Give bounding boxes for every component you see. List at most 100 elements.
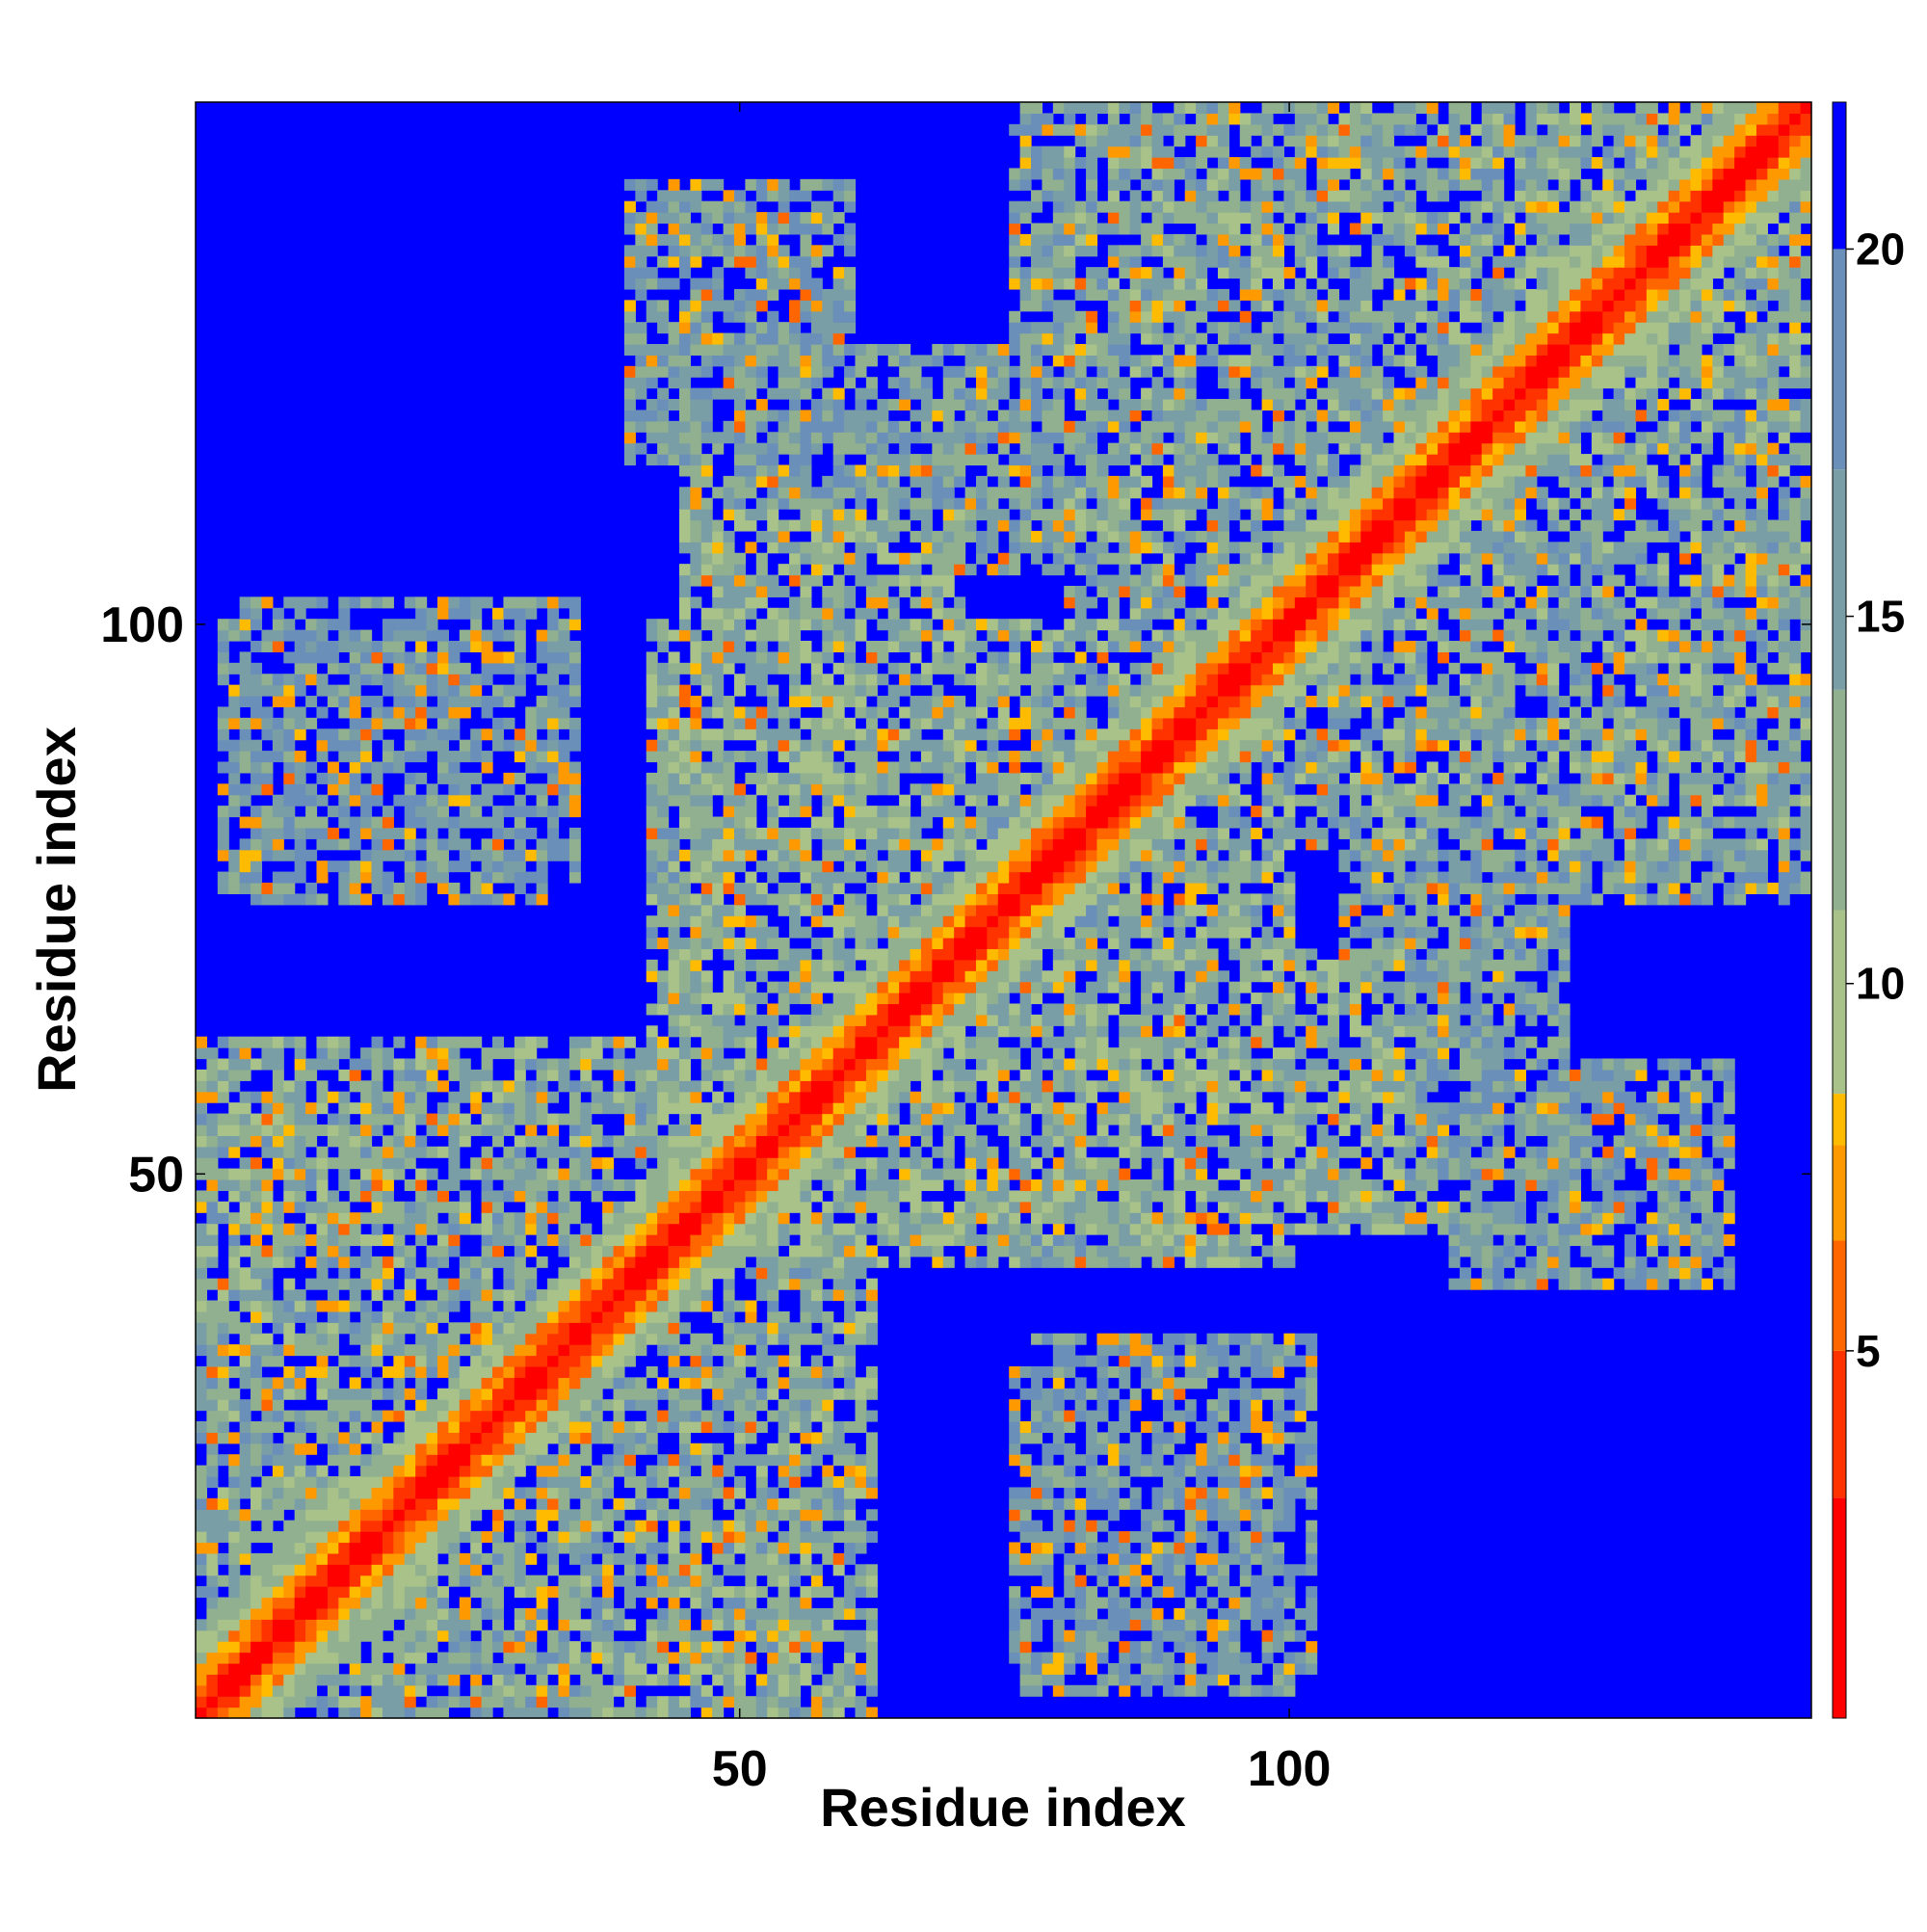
heatmap-cell — [767, 178, 779, 191]
heatmap-cell — [855, 1542, 867, 1554]
heatmap-cell — [844, 1003, 857, 1016]
heatmap-cell — [844, 1080, 857, 1093]
heatmap-cell — [623, 1531, 636, 1544]
heatmap-cell — [251, 1641, 263, 1654]
heatmap-cell — [700, 882, 713, 894]
heatmap-cell — [678, 1047, 691, 1060]
heatmap-cell — [436, 696, 449, 708]
heatmap-cell — [261, 596, 274, 609]
heatmap-cell — [789, 1476, 802, 1489]
heatmap-cell — [778, 1586, 790, 1599]
heatmap-cell — [767, 1113, 779, 1125]
heatmap-cell — [514, 1135, 526, 1148]
heatmap-cell — [514, 1047, 526, 1060]
heatmap-cell — [360, 1454, 373, 1467]
heatmap-cell — [635, 377, 647, 389]
heatmap-cell — [360, 1113, 373, 1125]
heatmap-cell — [767, 1619, 779, 1631]
heatmap-cell — [305, 893, 318, 906]
heatmap-cell — [832, 1442, 845, 1455]
heatmap-cell — [778, 387, 790, 400]
heatmap-cell — [514, 1684, 526, 1697]
heatmap-cell — [700, 1025, 713, 1038]
heatmap-cell — [678, 1652, 691, 1664]
heatmap-cell — [755, 1674, 768, 1686]
heatmap-cell — [228, 1289, 241, 1302]
heatmap-cell — [800, 255, 812, 268]
heatmap-cell — [426, 1190, 438, 1203]
heatmap-cell — [822, 178, 834, 191]
heatmap-cell — [613, 1674, 625, 1686]
heatmap-cell — [393, 1597, 406, 1609]
heatmap-cell — [338, 1586, 351, 1599]
heatmap-cell — [613, 1641, 625, 1654]
heatmap-cell — [723, 1102, 735, 1115]
heatmap-cell — [734, 432, 747, 444]
heatmap-cell — [448, 1696, 461, 1708]
heatmap-cell — [810, 1212, 823, 1225]
heatmap-cell — [568, 1652, 581, 1664]
heatmap-cell — [712, 761, 725, 774]
heatmap-cell — [789, 860, 802, 873]
heatmap-cell — [228, 1245, 241, 1257]
heatmap-cell — [525, 1168, 538, 1180]
heatmap-cell — [623, 1278, 636, 1290]
heatmap-cell — [810, 1520, 823, 1532]
heatmap-cell — [800, 761, 812, 774]
heatmap-cell — [778, 332, 790, 345]
heatmap-cell — [228, 1047, 241, 1060]
heatmap-cell — [503, 1146, 515, 1158]
heatmap-cell — [646, 696, 658, 708]
heatmap-cell — [536, 1465, 548, 1477]
heatmap-cell — [778, 1201, 790, 1213]
heatmap-cell — [338, 1542, 351, 1554]
heatmap-cell — [382, 1267, 394, 1280]
heatmap-cell — [426, 838, 438, 851]
heatmap-cell — [448, 1552, 461, 1565]
heatmap-cell — [690, 838, 702, 851]
heatmap-cell — [723, 596, 735, 609]
heatmap-cell — [338, 728, 351, 741]
heatmap-cell — [745, 1388, 757, 1400]
heatmap-cell — [448, 1476, 461, 1489]
heatmap-cell — [547, 607, 560, 620]
heatmap-cell — [360, 794, 373, 807]
heatmap-cell — [723, 1465, 735, 1477]
heatmap-cell — [800, 1410, 812, 1422]
heatmap-cell — [448, 1509, 461, 1522]
heatmap-cell — [690, 1146, 702, 1158]
heatmap-cell — [657, 1069, 670, 1081]
heatmap-cell — [492, 1102, 505, 1115]
heatmap-cell — [734, 1674, 747, 1686]
heatmap-cell — [810, 1365, 823, 1378]
heatmap-cell — [745, 1322, 757, 1335]
heatmap-cell — [436, 871, 449, 884]
heatmap-cell — [481, 1597, 493, 1609]
heatmap-cell — [206, 1179, 219, 1192]
heatmap-cell — [239, 882, 251, 894]
heatmap-cell — [294, 1641, 306, 1654]
heatmap-cell — [646, 1146, 658, 1158]
heatmap-cell — [734, 190, 747, 202]
heatmap-cell — [338, 739, 351, 752]
heatmap-cell — [196, 1289, 208, 1302]
heatmap-cell — [800, 1597, 812, 1609]
heatmap-cell — [283, 1531, 296, 1544]
heatmap-cell — [415, 1410, 428, 1422]
heatmap-cell — [635, 1531, 647, 1544]
heatmap-cell — [525, 1388, 538, 1400]
heatmap-cell — [767, 860, 779, 873]
heatmap-cell — [767, 938, 779, 950]
heatmap-cell — [426, 1432, 438, 1444]
heatmap-cell — [283, 1168, 296, 1180]
heatmap-cell — [810, 1036, 823, 1048]
heatmap-cell — [810, 255, 823, 268]
heatmap-cell — [525, 806, 538, 818]
heatmap-cell — [327, 1564, 339, 1576]
heatmap-cell — [646, 1091, 658, 1103]
heatmap-cell — [338, 1696, 351, 1708]
heatmap-cell — [810, 1234, 823, 1247]
heatmap-cell — [591, 1377, 603, 1389]
heatmap-cell — [228, 1388, 241, 1400]
heatmap-cell — [690, 464, 702, 477]
